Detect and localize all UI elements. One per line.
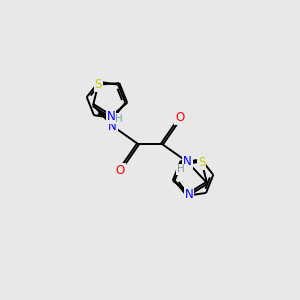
Text: N: N [184,188,194,201]
Text: N: N [108,119,117,133]
Text: N: N [183,155,192,169]
Text: H: H [115,113,123,124]
Text: S: S [94,78,102,91]
Text: S: S [198,156,206,169]
Text: N: N [106,110,116,123]
Text: O: O [176,111,184,124]
Text: H: H [177,164,185,175]
Text: O: O [116,164,124,177]
